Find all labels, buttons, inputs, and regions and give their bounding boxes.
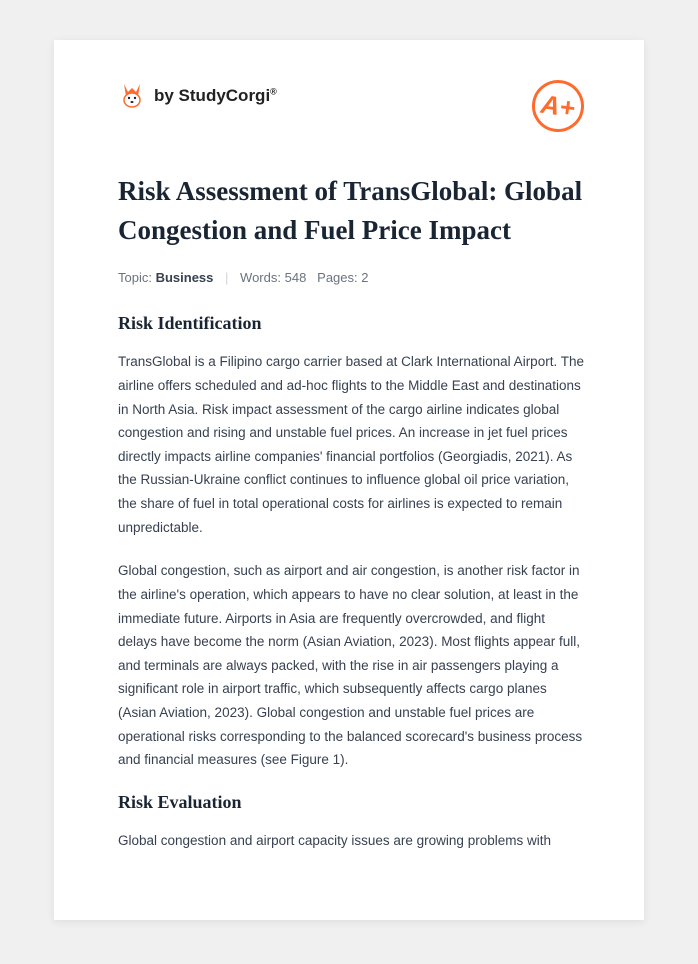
brand-text: by StudyCorgi® <box>154 86 277 106</box>
brand-name: by StudyCorgi <box>154 86 270 105</box>
trademark-symbol: ® <box>270 86 277 96</box>
header-row: by StudyCorgi® A+ <box>118 80 584 132</box>
body-paragraph: Global congestion, such as airport and a… <box>118 559 584 772</box>
meta-row: Topic: Business | Words: 548 Pages: 2 <box>118 270 584 285</box>
grade-stamp-icon: A+ <box>529 77 588 136</box>
brand-block: by StudyCorgi® <box>118 80 277 112</box>
pages-value: 2 <box>361 270 368 285</box>
meta-separator: | <box>225 270 228 285</box>
grade-text: A+ <box>539 88 577 123</box>
body-paragraph: TransGlobal is a Filipino cargo carrier … <box>118 350 584 539</box>
pages-label: Pages: <box>317 270 357 285</box>
words-label: Words: <box>240 270 281 285</box>
topic-value[interactable]: Business <box>156 270 214 285</box>
section-heading: Risk Identification <box>118 313 584 334</box>
document-page: by StudyCorgi® A+ Risk Assessment of Tra… <box>54 40 644 920</box>
corgi-logo-icon <box>118 80 146 112</box>
body-paragraph: Global congestion and airport capacity i… <box>118 829 584 853</box>
page-title: Risk Assessment of TransGlobal: Global C… <box>118 172 584 250</box>
section-heading: Risk Evaluation <box>118 792 584 813</box>
words-value: 548 <box>285 270 307 285</box>
topic-label: Topic: <box>118 270 152 285</box>
